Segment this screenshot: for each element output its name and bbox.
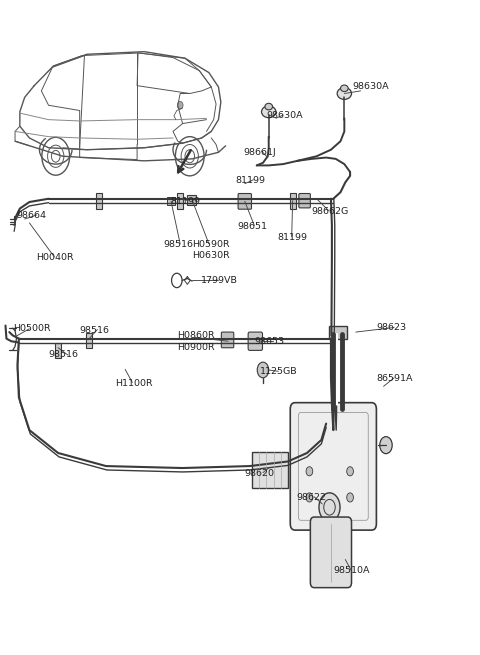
Bar xyxy=(187,195,196,205)
Text: 98623: 98623 xyxy=(376,323,407,332)
Circle shape xyxy=(306,493,313,502)
FancyBboxPatch shape xyxy=(248,332,263,350)
Ellipse shape xyxy=(262,106,276,118)
Text: 98510A: 98510A xyxy=(333,566,370,575)
Text: 98516: 98516 xyxy=(163,240,193,249)
Text: 98662G: 98662G xyxy=(312,207,349,215)
Text: 98630A: 98630A xyxy=(266,111,303,120)
Bar xyxy=(167,196,175,205)
Text: 98661J: 98661J xyxy=(244,148,276,157)
Text: 98664: 98664 xyxy=(16,210,46,219)
Bar xyxy=(328,326,347,339)
Text: 1125GB: 1125GB xyxy=(260,367,298,377)
FancyBboxPatch shape xyxy=(290,403,376,530)
Circle shape xyxy=(347,467,353,476)
Text: 86591A: 86591A xyxy=(376,374,413,383)
Text: H0630R: H0630R xyxy=(192,251,230,260)
Text: H0860R: H0860R xyxy=(177,331,215,341)
Text: 98516: 98516 xyxy=(80,326,109,335)
Bar xyxy=(55,343,61,358)
Text: 98651: 98651 xyxy=(238,221,268,231)
Text: H0900R: H0900R xyxy=(177,343,215,352)
Text: H0590R: H0590R xyxy=(192,240,230,249)
Ellipse shape xyxy=(265,103,273,110)
Bar xyxy=(96,193,102,208)
Circle shape xyxy=(380,437,392,454)
Circle shape xyxy=(319,493,340,521)
Circle shape xyxy=(257,362,269,378)
Text: 98516: 98516 xyxy=(48,350,79,360)
FancyBboxPatch shape xyxy=(311,517,351,588)
Text: 81199: 81199 xyxy=(235,176,265,185)
Text: 98653: 98653 xyxy=(254,337,285,346)
FancyBboxPatch shape xyxy=(299,193,311,208)
Circle shape xyxy=(347,493,353,502)
FancyBboxPatch shape xyxy=(238,193,252,209)
Bar xyxy=(290,193,296,208)
Text: H0040R: H0040R xyxy=(36,253,74,262)
Bar xyxy=(252,452,288,487)
Text: 98622: 98622 xyxy=(297,493,326,502)
FancyBboxPatch shape xyxy=(221,332,234,348)
Ellipse shape xyxy=(337,88,351,100)
Bar xyxy=(177,193,183,208)
Bar xyxy=(86,333,92,348)
Text: H0500R: H0500R xyxy=(12,324,50,333)
Text: 81199: 81199 xyxy=(170,197,201,206)
Text: H1100R: H1100R xyxy=(116,379,153,388)
Text: 98620: 98620 xyxy=(245,469,275,477)
Ellipse shape xyxy=(340,85,348,92)
Circle shape xyxy=(306,467,313,476)
Text: 98630A: 98630A xyxy=(352,83,389,92)
Text: 1799VB: 1799VB xyxy=(201,276,238,285)
Text: 81199: 81199 xyxy=(277,233,307,242)
Circle shape xyxy=(177,102,183,109)
